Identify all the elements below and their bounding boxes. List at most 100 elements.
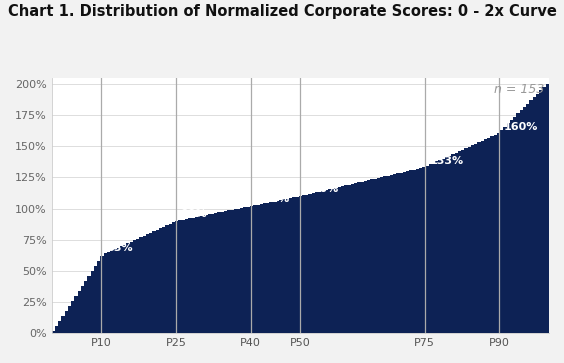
Bar (416, 169, 419, 333)
Bar (451, 154, 455, 333)
Bar (539, 90, 543, 333)
Text: 102%: 102% (255, 194, 290, 204)
Bar (246, 207, 250, 333)
Bar (65, 311, 68, 333)
Bar (321, 191, 325, 333)
Bar (195, 217, 198, 333)
Bar (546, 84, 549, 333)
Bar (412, 170, 416, 333)
Bar (506, 123, 510, 333)
Bar (302, 195, 305, 333)
Bar (543, 87, 546, 333)
Bar (435, 162, 438, 333)
Bar (214, 213, 217, 333)
Bar (504, 127, 506, 333)
Bar (380, 177, 383, 333)
Bar (328, 189, 331, 333)
Bar (296, 197, 299, 333)
Bar (455, 152, 458, 333)
Bar (244, 207, 246, 333)
Bar (94, 266, 97, 333)
Bar (276, 201, 279, 333)
Bar (250, 206, 253, 333)
Bar (123, 245, 126, 333)
Bar (305, 195, 309, 333)
Bar (259, 204, 263, 333)
Bar (510, 120, 513, 333)
Bar (253, 205, 257, 333)
Bar (487, 138, 491, 333)
Bar (334, 188, 338, 333)
Bar (221, 212, 224, 333)
Bar (465, 148, 468, 333)
Bar (526, 103, 530, 333)
Bar (312, 193, 315, 333)
Bar (257, 205, 259, 333)
Text: Chart 1. Distribution of Normalized Corporate Scores: 0 - 2x Curve: Chart 1. Distribution of Normalized Corp… (7, 4, 557, 19)
Bar (292, 197, 296, 333)
Bar (97, 261, 100, 333)
Bar (530, 100, 533, 333)
Bar (217, 212, 221, 333)
Bar (165, 225, 169, 333)
Text: n = 153: n = 153 (494, 83, 544, 96)
Bar (208, 215, 211, 333)
Bar (104, 253, 107, 333)
Bar (227, 211, 231, 333)
Bar (513, 117, 517, 333)
Bar (494, 135, 497, 333)
Bar (126, 243, 130, 333)
Bar (78, 291, 81, 333)
Bar (309, 194, 312, 333)
Text: 90%: 90% (181, 209, 208, 219)
Bar (71, 301, 74, 333)
Bar (233, 209, 237, 333)
Bar (143, 236, 146, 333)
Bar (87, 276, 91, 333)
Bar (156, 230, 159, 333)
Bar (377, 178, 380, 333)
Bar (74, 295, 78, 333)
Bar (448, 156, 451, 333)
Bar (419, 168, 422, 333)
Bar (149, 233, 152, 333)
Bar (146, 234, 149, 333)
Bar (201, 216, 204, 333)
Text: 133%: 133% (430, 155, 464, 166)
Bar (198, 216, 201, 333)
Bar (357, 183, 360, 333)
Bar (370, 179, 373, 333)
Bar (373, 179, 377, 333)
Bar (523, 107, 526, 333)
Bar (120, 246, 123, 333)
Bar (52, 331, 55, 333)
Bar (133, 240, 136, 333)
Bar (354, 183, 357, 333)
Bar (107, 252, 110, 333)
Bar (224, 211, 227, 333)
Bar (438, 160, 442, 333)
Bar (442, 159, 445, 333)
Bar (289, 198, 292, 333)
Bar (383, 176, 386, 333)
Bar (351, 184, 354, 333)
Bar (185, 219, 188, 333)
Bar (536, 94, 539, 333)
Bar (211, 214, 214, 333)
Bar (315, 192, 318, 333)
Bar (191, 218, 195, 333)
Bar (81, 286, 84, 333)
Bar (347, 185, 351, 333)
Bar (471, 145, 474, 333)
Bar (461, 150, 465, 333)
Bar (478, 142, 481, 333)
Bar (517, 113, 520, 333)
Bar (283, 199, 286, 333)
Bar (331, 188, 334, 333)
Bar (393, 174, 396, 333)
Bar (58, 321, 61, 333)
Bar (318, 192, 321, 333)
Bar (117, 248, 120, 333)
Bar (491, 136, 494, 333)
Bar (162, 227, 165, 333)
